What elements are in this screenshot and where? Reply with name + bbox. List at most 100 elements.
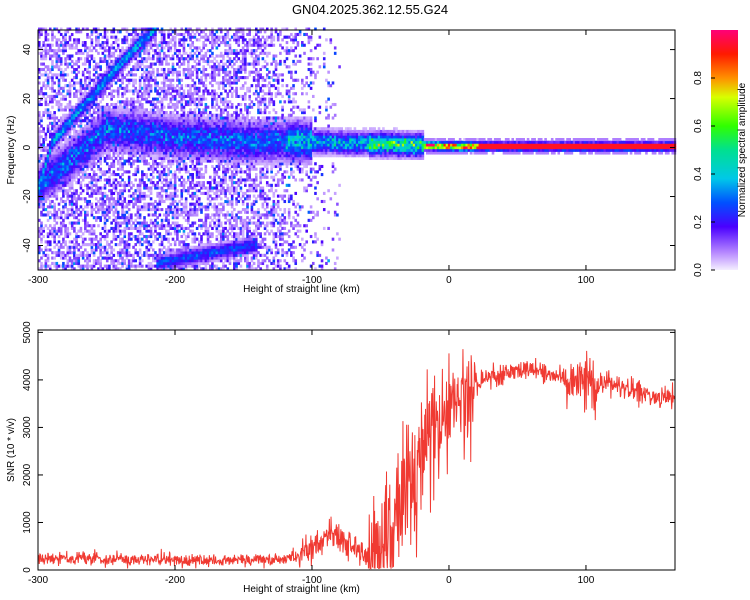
spectrogram-cell (46, 183, 50, 187)
spectrogram-cell (165, 191, 168, 195)
spectrogram-cell (79, 113, 83, 117)
spectrogram-cell (176, 138, 179, 142)
spectrogram-cell (208, 156, 212, 160)
spectrogram-cell (46, 151, 50, 155)
spectrogram-cell (149, 253, 153, 257)
spectrogram-cell (46, 164, 50, 169)
spectrogram-cell (200, 240, 203, 244)
spectrogram-cell (149, 111, 153, 115)
spectrogram-cell (187, 264, 190, 268)
spectrogram-cell (215, 248, 219, 252)
spectrogram-cell (165, 57, 168, 61)
spectrogram-cell (79, 167, 83, 171)
spectrogram-cell (88, 111, 91, 115)
spectrogram-cell (182, 51, 186, 55)
spectrogram-cell (206, 143, 210, 147)
spectrogram-cell (187, 213, 190, 217)
spectrogram-cell (42, 129, 45, 134)
spectrogram-cell (169, 124, 173, 128)
spectrogram-cell (211, 218, 214, 222)
spectrogram-cell (206, 127, 210, 131)
spectrogram-cell (132, 102, 135, 107)
spectrogram-cell (59, 148, 63, 152)
spectrogram-cell (66, 194, 70, 198)
spectrogram-cell (165, 94, 168, 98)
spectrogram-cell (182, 151, 186, 155)
spectrogram-cell (158, 73, 162, 77)
spectrogram-cell (55, 261, 59, 266)
spectrogram-cell (141, 127, 144, 131)
spectrogram-cell (204, 86, 208, 90)
spectrogram-cell (51, 256, 54, 260)
spectrogram-cell (38, 175, 41, 179)
spectrogram-cell (215, 191, 219, 195)
spectrogram-cell (202, 135, 205, 139)
spectrogram-cell (213, 62, 216, 66)
spectrogram-cell (123, 129, 127, 134)
spectrogram-cell (46, 264, 50, 268)
spectrogram-cell (180, 113, 184, 117)
spectrogram-cell (217, 232, 221, 236)
spectrogram-cell (198, 27, 201, 31)
spectrogram-cell (169, 248, 173, 252)
spectrogram-cell (169, 116, 173, 120)
spectrogram-cell (171, 148, 175, 152)
spectrogram-cell (191, 94, 195, 98)
spectrogram-cell (59, 32, 63, 37)
spectrogram-cell (101, 213, 105, 217)
spectrogram-cell (116, 43, 120, 47)
spectrogram-cell (215, 46, 219, 50)
spectrogram-cell (200, 127, 203, 131)
spectrogram-cell (99, 127, 102, 131)
spectrogram-cell (151, 154, 155, 158)
spectrogram-cell (108, 54, 111, 58)
spectrogram-cell (198, 232, 201, 236)
spectrogram-cell (101, 94, 105, 98)
spectrogram-cell (88, 199, 91, 204)
spectrogram-cell (147, 146, 151, 150)
spectrogram-cell (46, 78, 50, 82)
spectrogram-cell (158, 194, 162, 198)
spectrogram-cell (127, 70, 131, 74)
spectrogram-cell (169, 86, 173, 90)
spectrogram-cell (88, 70, 91, 74)
spectrogram-cell (169, 146, 173, 150)
spectrogram-cell (99, 189, 102, 193)
spectrogram-cell (55, 38, 59, 42)
spectrogram-cell (195, 264, 199, 268)
spectrogram-cell (167, 229, 170, 233)
spectrogram-cell (132, 41, 135, 45)
spectrogram-cell (176, 89, 179, 93)
spectrogram-cell (103, 41, 107, 45)
spectrogram-cell (64, 167, 67, 171)
spectrogram-cell (92, 216, 96, 220)
spectrogram-cell (149, 221, 153, 225)
spectrogram-cell (48, 199, 52, 204)
spectrogram-cell (125, 30, 129, 34)
spectrogram-cell (68, 186, 72, 190)
spectrogram-cell (202, 35, 205, 39)
spectrogram-cell (38, 81, 41, 85)
spectrogram-cell (160, 59, 164, 63)
spectrogram-cell (204, 221, 208, 225)
spectrogram-cell (94, 30, 98, 34)
spectrogram-cell (136, 124, 140, 128)
spectrogram-cell (134, 119, 138, 123)
spectrogram-cell (202, 156, 205, 160)
spectrogram-cell (206, 216, 210, 220)
spectrogram-cell (79, 154, 83, 158)
spectrogram-cell (182, 178, 186, 182)
spectrogram-cell (202, 175, 205, 179)
spectrogram-cell (154, 113, 157, 117)
spectrogram-cell (204, 218, 208, 222)
spectrogram-cell (64, 135, 67, 139)
spectrogram-cell (215, 132, 219, 136)
spectrogram-cell (151, 132, 155, 136)
spectrogram-cell (134, 213, 138, 217)
spectrogram-cell (165, 164, 168, 169)
spectrogram-cell (130, 148, 133, 152)
spectrogram-cell (180, 116, 184, 120)
spectrogram-cell (53, 143, 56, 147)
spectrogram-cell (59, 41, 63, 45)
spectrogram-cell (154, 234, 157, 239)
